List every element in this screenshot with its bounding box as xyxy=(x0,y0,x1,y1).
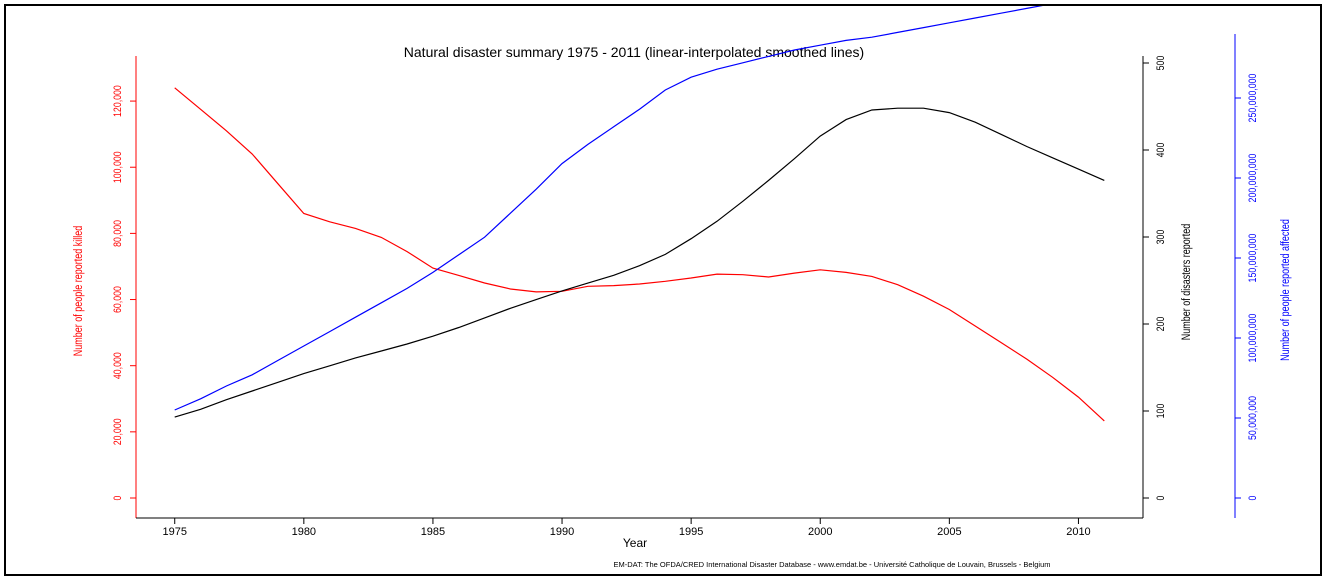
y-tick-label-right2: 0 xyxy=(1247,495,1259,500)
y-tick-label-left: 60,000 xyxy=(112,286,124,313)
y-tick-label-right1: 100 xyxy=(1155,403,1167,418)
axis-left-killed: 0 20,000 40,000 60,000 80,000 100,000 120,000 xyxy=(112,56,137,518)
series-line-affected xyxy=(174,0,1070,411)
axis-right-affected: 0 50,000,000 100,000,000 150,000,000 200,000… xyxy=(1234,34,1259,518)
x-tick-label: 1975 xyxy=(162,526,186,538)
series-line-disasters xyxy=(174,107,1105,418)
y-tick-label-left: 0 xyxy=(112,495,124,500)
axis-right-disasters: 0 100 200 300 400 500 xyxy=(1142,55,1167,518)
series-line-killed xyxy=(174,87,1105,422)
x-tick-label: 2010 xyxy=(1066,526,1090,538)
y-tick-label-left: 20,000 xyxy=(112,418,124,445)
axis-x-year: 1975 1980 1985 1990 1995 2000 2005 2010 xyxy=(136,517,1143,538)
x-tick-label: 1990 xyxy=(550,526,574,538)
y-tick-label-right1: 500 xyxy=(1155,55,1167,70)
y-tick-label-right2: 150,000,000 xyxy=(1247,233,1259,282)
y-tick-label-right2: 250,000,000 xyxy=(1247,73,1259,122)
y-tick-label-right1: 400 xyxy=(1155,142,1167,157)
chart-frame: Natural disaster summary 1975 - 2011 (li… xyxy=(4,0,1322,576)
y-tick-label-right2: 200,000,000 xyxy=(1247,153,1259,202)
y-tick-label-left: 40,000 xyxy=(112,352,124,379)
y-tick-label-left: 100,000 xyxy=(112,151,124,183)
chart-svg: Natural disaster summary 1975 - 2011 (li… xyxy=(72,0,1293,569)
y-tick-label-left: 120,000 xyxy=(112,85,124,117)
y-tick-label-right1: 0 xyxy=(1155,495,1167,500)
ylabel-killed: Number of people reported killed xyxy=(72,226,86,357)
y-tick-label-right2: 50,000,000 xyxy=(1247,396,1259,440)
series-layer xyxy=(174,0,1105,422)
ylabel-affected: Number of people reported affected xyxy=(1279,219,1293,361)
ylabel-disasters: Number of disasters reported xyxy=(1180,224,1194,341)
x-tick-label: 1995 xyxy=(679,526,703,538)
y-tick-label-left: 80,000 xyxy=(112,220,124,247)
y-tick-label-right2: 100,000,000 xyxy=(1247,313,1259,362)
x-tick-label: 1985 xyxy=(421,526,445,538)
x-tick-label: 2000 xyxy=(808,526,832,538)
x-tick-label: 1980 xyxy=(292,526,316,538)
source-footnote: EM-DAT: The OFDA/CRED International Disa… xyxy=(614,560,1051,569)
xlabel-year: Year xyxy=(623,536,647,550)
y-tick-label-right1: 300 xyxy=(1155,229,1167,244)
y-tick-label-right1: 200 xyxy=(1155,316,1167,331)
x-tick-label: 2005 xyxy=(937,526,961,538)
chart-title: Natural disaster summary 1975 - 2011 (li… xyxy=(404,44,864,60)
